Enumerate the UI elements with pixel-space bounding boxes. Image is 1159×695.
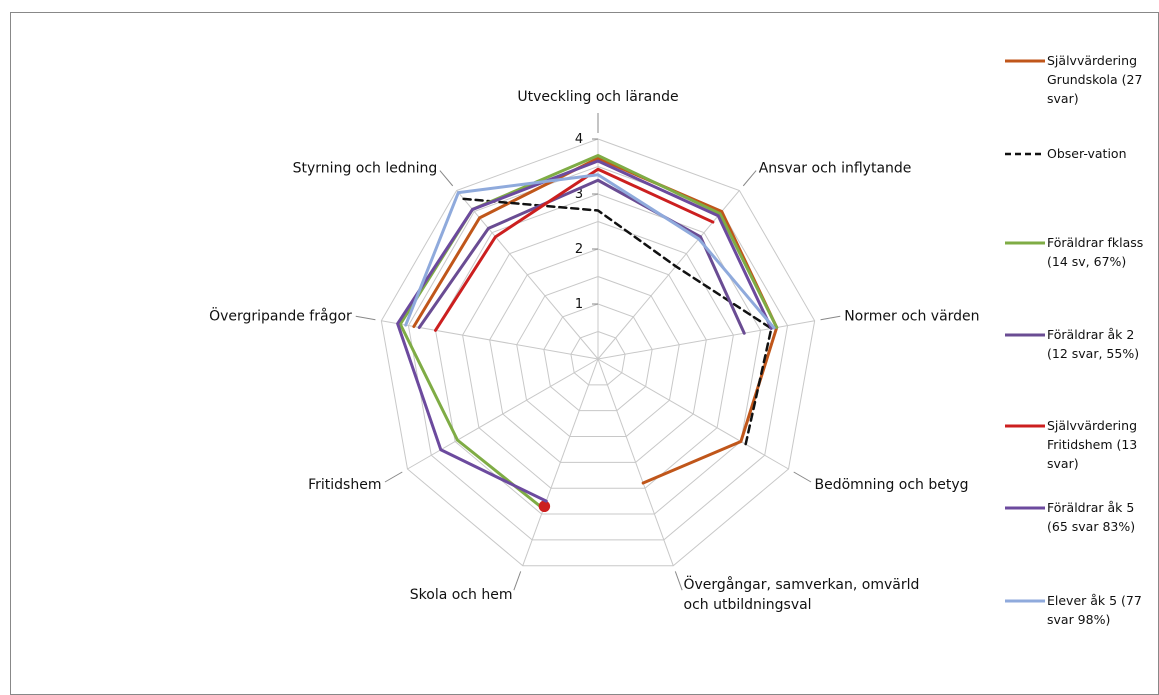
grid-ring — [570, 330, 626, 386]
legend-label: (14 sv, 67%) — [1047, 254, 1126, 269]
tick-label: 2 — [575, 242, 583, 257]
category-tick — [513, 571, 522, 591]
category-label: Utveckling och lärande — [517, 89, 678, 105]
grid-ring — [543, 303, 653, 412]
tick-label: 1 — [575, 297, 583, 312]
series-point — [538, 500, 551, 513]
legend-label: Fritidshem (13 — [1047, 437, 1137, 452]
grid-spoke — [597, 320, 815, 360]
series-line — [404, 173, 776, 330]
grid-spoke — [381, 320, 599, 360]
category-label: Ansvar och inflytande — [759, 160, 912, 176]
series-line — [417, 178, 746, 335]
legend-label: Obser-vation — [1047, 146, 1127, 161]
legend-label: svar) — [1047, 91, 1079, 106]
legend-label: svar) — [1047, 456, 1079, 471]
radial-tick-labels: 1 2 3 4 — [575, 132, 598, 312]
tick-label: 4 — [575, 132, 583, 147]
category-label: Övergripande frågor — [209, 307, 352, 325]
tick-label: 3 — [575, 187, 583, 202]
legend-label: (65 svar 83%) — [1047, 519, 1135, 534]
legend-label: Grundskola (27 — [1047, 72, 1142, 87]
category-tick — [355, 315, 376, 321]
category-label: Bedömning och betyg — [815, 477, 969, 493]
category-tick — [820, 315, 841, 321]
category-tick — [439, 170, 454, 187]
legend-label: Självvärdering — [1047, 418, 1137, 433]
series-line — [396, 159, 773, 503]
legend-label: (12 svar, 55%) — [1047, 346, 1139, 361]
legend-label: Elever åk 5 (77 — [1047, 593, 1142, 608]
grid-ring — [516, 275, 680, 438]
grid-spoke — [597, 358, 674, 566]
grid-ring — [407, 165, 789, 541]
legend-label: Självvärdering — [1047, 53, 1137, 68]
grid-ring — [489, 248, 707, 463]
grid-ring — [462, 220, 734, 489]
category-labels: Utveckling och lärande Ansvar och inflyta… — [209, 89, 979, 613]
series-lines — [396, 154, 779, 513]
category-label: Normer och värden — [844, 309, 979, 325]
grid-spoke — [407, 358, 599, 470]
category-tick — [674, 571, 683, 591]
category-label: Övergångar, samverkan, omvärld — [684, 575, 920, 593]
series-line — [434, 167, 715, 332]
grid-spoke — [597, 358, 789, 470]
category-label: Fritidshem — [308, 477, 381, 493]
legend-label: Föräldrar åk 2 — [1047, 327, 1134, 342]
radar-grid — [380, 138, 816, 567]
grid-ring — [434, 193, 762, 515]
legend-label: Föräldrar åk 5 — [1047, 500, 1134, 515]
category-label: och utbildningsval — [684, 597, 812, 613]
category-tick — [742, 170, 757, 187]
legend-label: Föräldrar fklass — [1047, 235, 1143, 250]
legend: Självvärdering Grundskola (27 svar) Obser-v… — [1005, 53, 1143, 627]
grid-spoke — [522, 358, 599, 566]
series-line — [462, 197, 773, 446]
legend-label: svar 98%) — [1047, 612, 1110, 627]
category-label: Styrning och ledning — [293, 160, 438, 176]
grid-spoke — [597, 190, 740, 360]
category-label: Skola och hem — [410, 587, 513, 603]
category-tick — [384, 471, 403, 483]
series-line — [412, 156, 779, 485]
grid-ring — [380, 138, 816, 567]
category-tick — [793, 471, 812, 483]
